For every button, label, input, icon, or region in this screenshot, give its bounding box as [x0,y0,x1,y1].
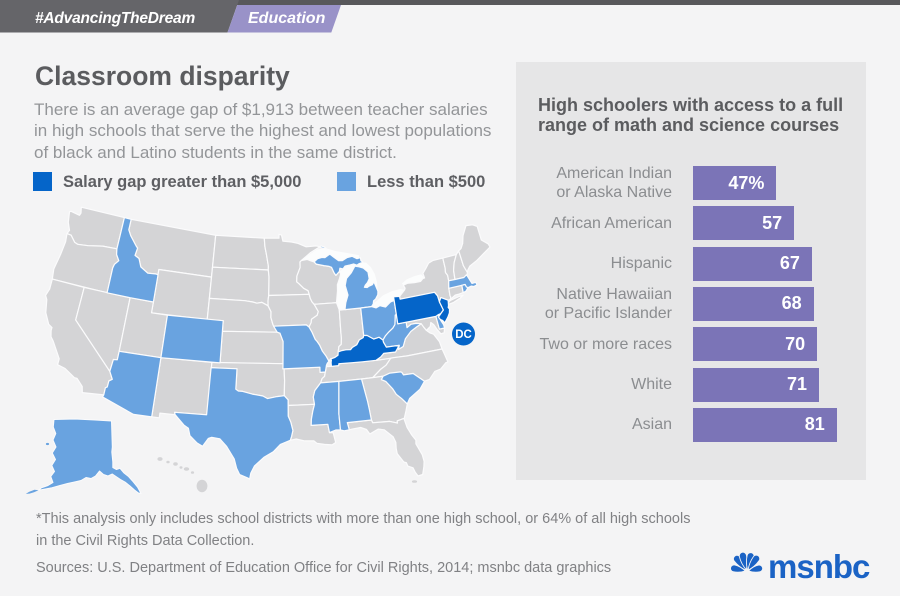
svg-text:msnbc: msnbc [768,548,870,585]
svg-text:DC: DC [455,329,472,341]
